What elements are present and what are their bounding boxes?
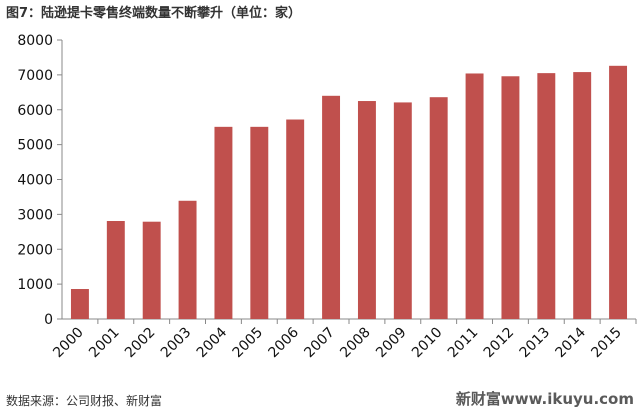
- x-tick-label: 2009: [373, 325, 410, 362]
- y-tick-label: 4000: [17, 173, 53, 189]
- bar-2001: [106, 221, 125, 319]
- y-tick-label: 5000: [17, 138, 53, 154]
- source-note: 数据来源：公司财报、新财富: [6, 394, 163, 408]
- x-tick-label: 2000: [50, 325, 87, 362]
- bar-2000: [70, 289, 89, 319]
- bar-2006: [286, 119, 305, 319]
- x-tick-label: 2015: [588, 325, 625, 362]
- x-tick-label: 2001: [86, 325, 123, 362]
- bar-2010: [429, 97, 448, 319]
- x-tick-label: 2008: [337, 325, 374, 362]
- bar-2014: [573, 72, 592, 320]
- x-tick-label: 2004: [194, 324, 231, 361]
- y-tick-label: 3000: [17, 207, 53, 223]
- bar-2005: [250, 126, 269, 320]
- bar-2004: [214, 126, 233, 320]
- y-tick-label: 2000: [17, 242, 53, 258]
- x-tick-label: 2005: [230, 325, 267, 362]
- x-tick-label: 2010: [409, 325, 446, 362]
- y-tick-label: 1000: [17, 277, 53, 293]
- watermark: 新财富www.ikuyu.com: [455, 390, 634, 408]
- bar-2013: [537, 73, 556, 319]
- x-tick-label: 2013: [517, 325, 554, 362]
- bar-2003: [178, 200, 197, 319]
- x-tick-label: 2011: [445, 325, 482, 362]
- y-tick-label: 0: [44, 312, 53, 328]
- y-tick-label: 7000: [17, 68, 53, 84]
- bar-2009: [393, 102, 412, 320]
- y-tick-label: 8000: [17, 33, 53, 49]
- y-tick-label: 6000: [17, 103, 53, 119]
- x-tick-label: 2007: [301, 325, 338, 362]
- bar-2008: [357, 101, 376, 319]
- x-tick-label: 2012: [481, 325, 518, 362]
- bar-2015: [609, 65, 628, 320]
- x-tick-label: 2003: [158, 325, 195, 362]
- bar-2012: [501, 76, 520, 320]
- x-tick-label: 2006: [266, 324, 303, 361]
- bar-2007: [322, 95, 341, 319]
- bar-2002: [142, 221, 161, 319]
- x-tick-label: 2014: [553, 324, 590, 361]
- bar-2011: [465, 73, 484, 319]
- x-tick-label: 2002: [122, 325, 159, 362]
- chart-title: 图7：陆逊提卡零售终端数量不断攀升（单位：家）: [6, 6, 302, 21]
